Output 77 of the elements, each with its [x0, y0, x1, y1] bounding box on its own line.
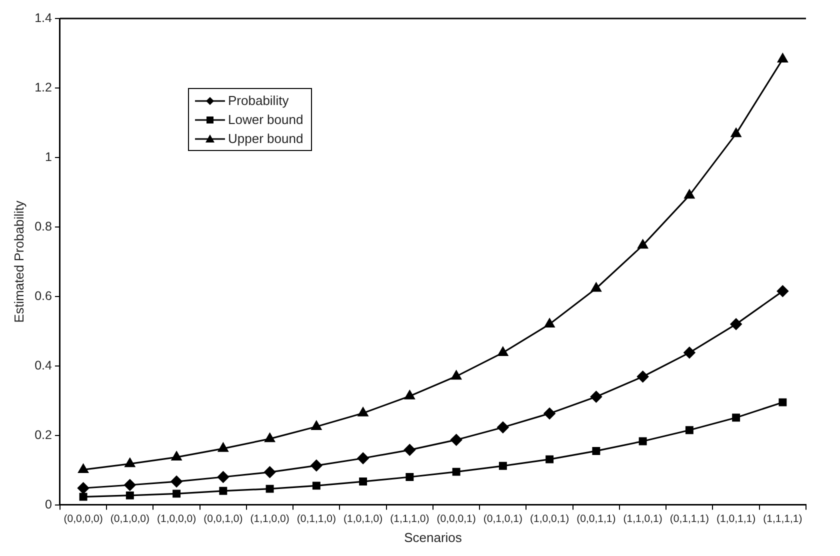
y-tick-label: 1.2 [34, 80, 52, 94]
point [498, 462, 507, 470]
x-tick-label: (0,0,1,1) [576, 512, 616, 525]
y-tick-label: 0.4 [34, 358, 52, 372]
point [404, 390, 415, 400]
point [730, 128, 742, 138]
point [497, 422, 509, 434]
point [359, 478, 368, 486]
x-tick-label: (1,0,1,0) [343, 512, 383, 525]
point [77, 482, 90, 494]
point [450, 434, 462, 446]
point [404, 444, 416, 456]
x-tick-label: (0,1,0,1) [483, 512, 522, 525]
point [544, 318, 555, 328]
x-tick-label: (1,0,0,0) [156, 512, 196, 525]
x-tick-label: (0,0,0,1) [436, 512, 476, 525]
point [264, 466, 276, 478]
point [684, 190, 695, 199]
legend-label: Probability [228, 92, 289, 110]
y-tick-label: 0.8 [34, 219, 52, 234]
point [546, 455, 554, 464]
point [778, 53, 788, 62]
x-tick-label: (1,1,0,0) [250, 512, 290, 525]
point [637, 370, 649, 382]
legend-label: Upper bound [228, 130, 304, 148]
point [638, 240, 648, 249]
y-tick-label: 0.2 [34, 428, 52, 442]
point [266, 484, 274, 493]
y-tick-label: 1 [45, 150, 52, 164]
point [778, 398, 787, 406]
x-tick-label: (1,1,0,1) [623, 512, 662, 525]
point [358, 407, 368, 416]
y-tick-label: 0.6 [34, 288, 52, 303]
y-tick-label: 1.4 [34, 10, 52, 25]
x-tick-label: (0,1,0,0) [110, 512, 150, 525]
x-axis-title: Scenarios [404, 530, 462, 545]
point [730, 318, 742, 330]
x-tick-label: (1,0,0,1) [530, 512, 570, 525]
x-tick-label: (0,1,1,0) [296, 512, 336, 525]
point [78, 464, 88, 474]
point [312, 482, 320, 490]
point [685, 426, 694, 434]
x-tick-label: (1,1,1,1) [763, 512, 802, 525]
point [79, 492, 88, 501]
point [126, 491, 134, 500]
point [590, 390, 602, 403]
x-tick-label: (1,0,1,1) [716, 512, 756, 525]
point [311, 420, 322, 430]
y-axis-title: Estimated Probability [11, 200, 26, 323]
x-tick-label: (0,0,0,0) [64, 512, 103, 525]
point [776, 285, 788, 297]
point [170, 476, 182, 488]
legend-label: Lower bound [228, 111, 304, 129]
x-tick-label: (0,0,1,0) [204, 512, 243, 525]
point [219, 486, 228, 495]
point [498, 346, 508, 356]
x-tick-label: (1,1,1,0) [390, 512, 430, 525]
point [544, 408, 556, 420]
y-tick-label: 0 [45, 497, 52, 512]
point [684, 346, 696, 358]
point [406, 473, 414, 481]
point [451, 370, 462, 380]
x-tick-label: (0,1,1,1) [670, 512, 709, 525]
point [592, 446, 600, 455]
point [638, 437, 647, 446]
point [357, 452, 369, 464]
point [452, 468, 460, 476]
point [218, 442, 228, 452]
point [124, 458, 136, 468]
point [310, 460, 322, 472]
point [217, 471, 229, 483]
point [264, 433, 275, 442]
point [732, 414, 740, 422]
point [171, 451, 182, 461]
point [172, 490, 181, 498]
point [591, 282, 602, 292]
point [124, 479, 136, 491]
